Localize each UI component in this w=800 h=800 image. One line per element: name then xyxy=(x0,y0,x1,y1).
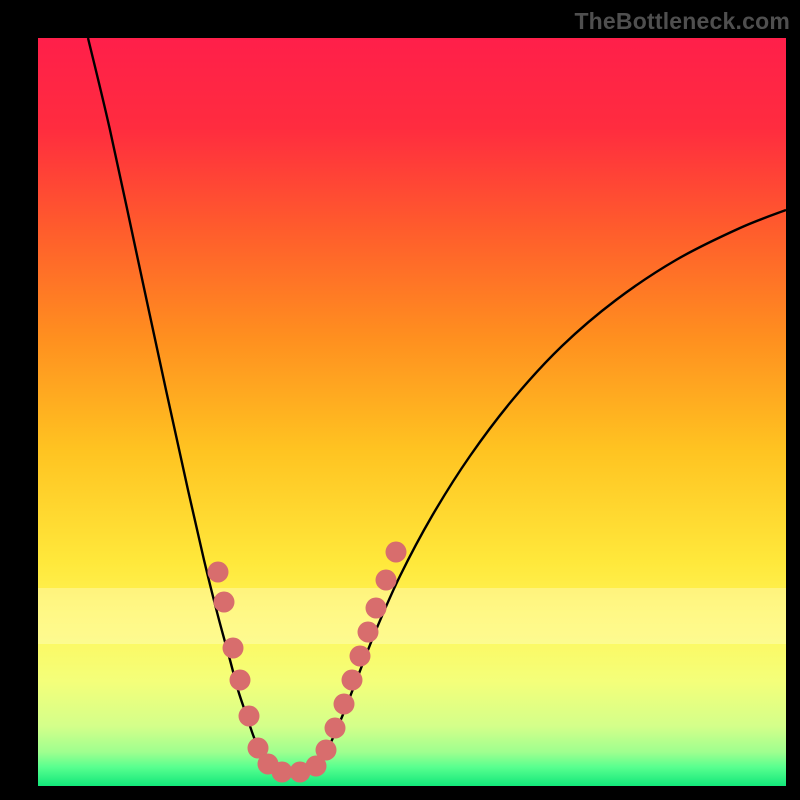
data-dot xyxy=(334,694,355,715)
data-dot xyxy=(239,706,260,727)
data-dot xyxy=(272,762,293,783)
data-dot xyxy=(386,542,407,563)
bottleneck-chart xyxy=(0,0,800,800)
data-dot xyxy=(316,740,337,761)
data-dot xyxy=(230,670,251,691)
data-dot xyxy=(214,592,235,613)
watermark-text: TheBottleneck.com xyxy=(574,8,790,35)
data-dot xyxy=(325,718,346,739)
pale-band xyxy=(38,588,786,644)
data-dot xyxy=(342,670,363,691)
data-dot xyxy=(358,622,379,643)
heatmap-gradient xyxy=(38,38,786,786)
data-dot xyxy=(350,646,371,667)
data-dot xyxy=(366,598,387,619)
data-dot xyxy=(208,562,229,583)
data-dot xyxy=(376,570,397,591)
data-dot xyxy=(223,638,244,659)
